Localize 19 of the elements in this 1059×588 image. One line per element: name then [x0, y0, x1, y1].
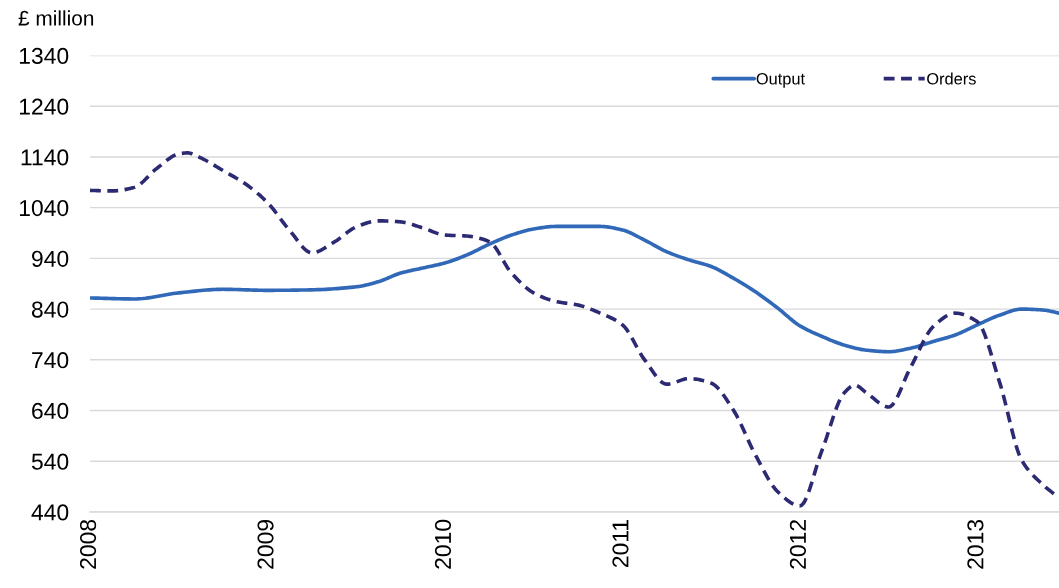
y-tick-label: 640	[32, 402, 69, 420]
y-tick-label: 840	[31, 301, 69, 318]
y-tick-label: 740	[32, 352, 69, 369]
y-axis-title: £ million	[18, 10, 94, 26]
x-tick-label: 2012	[789, 520, 807, 569]
y-tick-label: 540	[31, 453, 69, 470]
y-tick-label: 1340	[19, 47, 69, 65]
y-tick-label: 940	[32, 250, 69, 267]
y-tick-label: 1240	[19, 98, 69, 115]
x-tick-label: 2009	[257, 520, 274, 569]
y-tick-label: 440	[31, 504, 69, 521]
y-tick-label: 1040	[19, 199, 69, 217]
x-tick-label: 2008	[79, 519, 97, 569]
x-tick-label: 2013	[967, 519, 984, 569]
y-tick-label: 1140	[21, 149, 69, 166]
x-tick-label: 2011	[612, 520, 629, 568]
legend-label: Orders	[927, 72, 976, 85]
x-tick-label: 2010	[434, 519, 452, 569]
legend-label: Output	[756, 72, 805, 88]
